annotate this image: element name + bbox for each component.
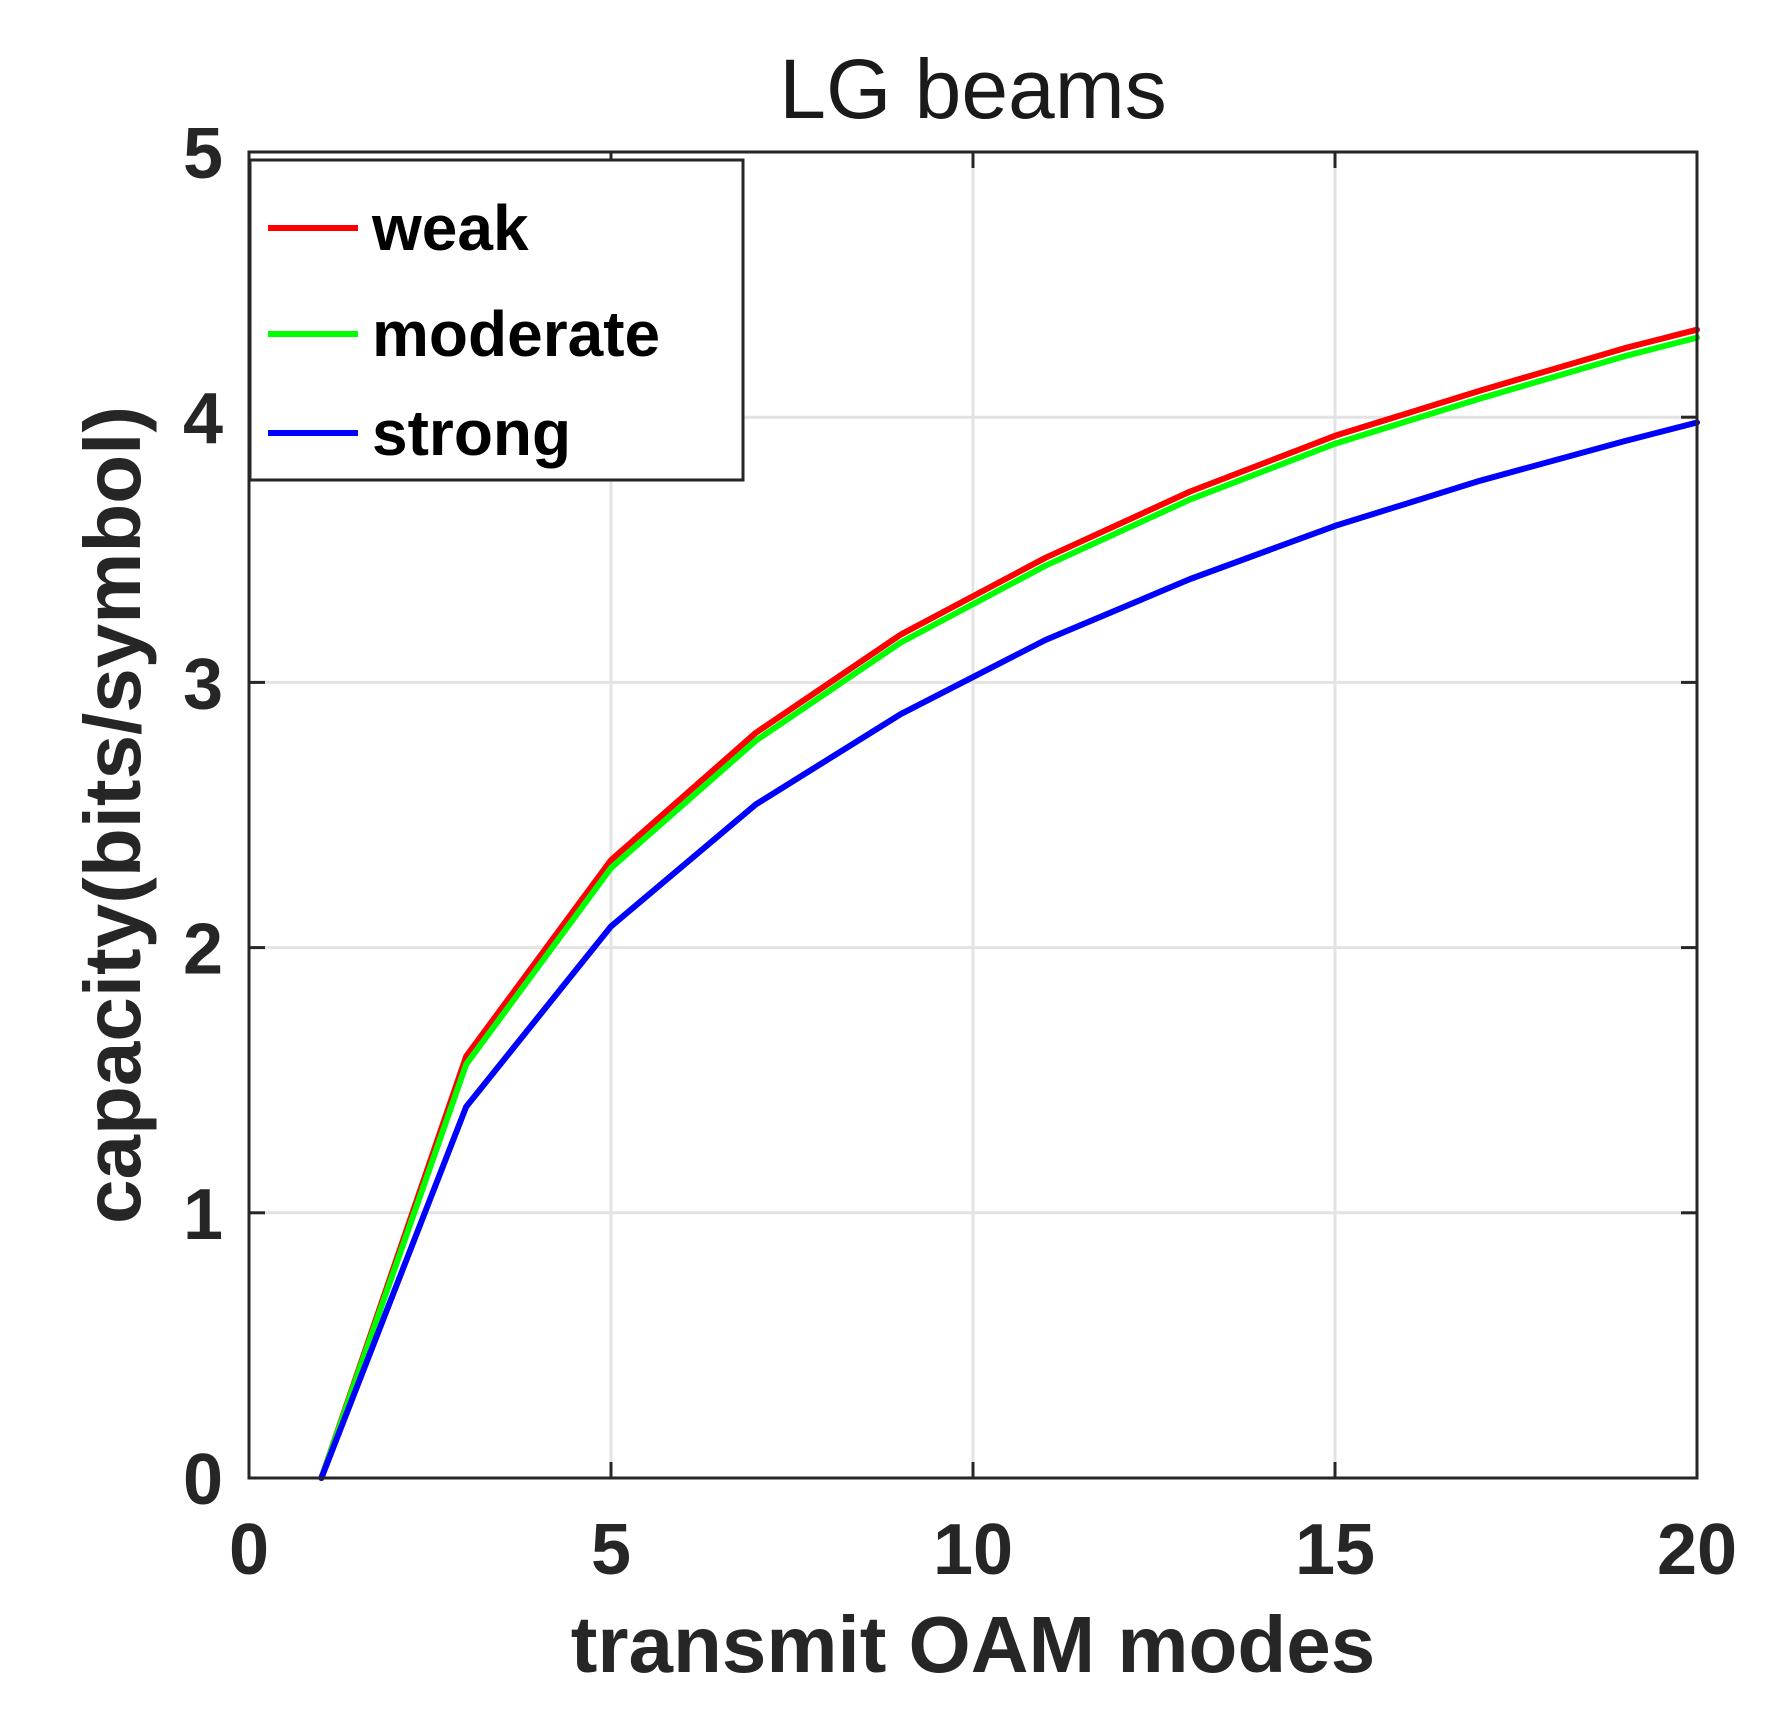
series-line-strong <box>318 419 1700 1481</box>
y-tick-label: 3 <box>183 644 223 724</box>
legend: weak moderate strong <box>248 158 745 482</box>
legend-label-moderate: moderate <box>372 298 660 370</box>
series-line-moderate <box>318 334 1700 1481</box>
plot-series <box>318 326 1700 1481</box>
legend-box <box>248 158 745 482</box>
chart-title: LG beams <box>779 42 1167 136</box>
axis-ticks: 0 5 10 15 20 0 1 2 3 4 5 <box>183 114 1737 1590</box>
x-tick-label: 15 <box>1295 1510 1375 1590</box>
y-tick-label: 0 <box>183 1440 223 1520</box>
series-line-weak <box>318 326 1700 1481</box>
x-axis-label: transmit OAM modes <box>571 1600 1376 1689</box>
y-tick-label: 2 <box>183 910 223 990</box>
x-tick-label: 5 <box>591 1510 631 1590</box>
legend-label-weak: weak <box>371 192 529 264</box>
x-tick-label: 0 <box>229 1510 269 1590</box>
x-tick-label: 10 <box>933 1510 1013 1590</box>
y-tick-label: 4 <box>183 379 223 459</box>
legend-label-strong: strong <box>372 397 571 469</box>
y-axis-label: capacity(bits/symbol) <box>68 406 157 1224</box>
x-tick-label: 20 <box>1657 1510 1737 1590</box>
y-tick-label: 1 <box>183 1175 223 1255</box>
y-tick-label: 5 <box>183 114 223 194</box>
